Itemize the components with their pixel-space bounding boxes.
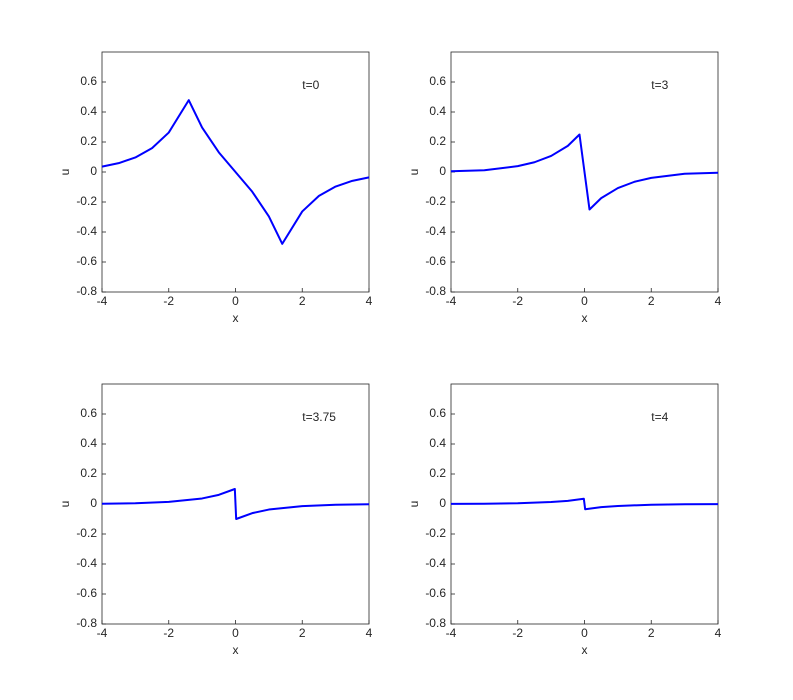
y-tick-label: -0.2 [425, 526, 446, 540]
y-tick-label: 0.6 [80, 74, 97, 88]
x-tick-label: -2 [163, 294, 174, 308]
x-axis-label: x [233, 311, 239, 325]
x-tick-label: -4 [446, 294, 457, 308]
x-tick-label: -2 [512, 626, 523, 640]
x-tick-label: 2 [648, 294, 655, 308]
x-tick-label: 2 [648, 626, 655, 640]
x-tick-label: 4 [715, 626, 722, 640]
x-tick-label: -2 [512, 294, 523, 308]
y-tick-label: 0 [90, 496, 97, 510]
y-tick-label: 0.6 [80, 406, 97, 420]
y-tick-label: 0.6 [429, 74, 446, 88]
y-axis-label: u [58, 501, 72, 508]
x-tick-label: -2 [163, 626, 174, 640]
y-tick-label: -0.8 [425, 284, 446, 298]
x-tick-label: 4 [715, 294, 722, 308]
y-tick-label: 0.4 [429, 104, 446, 118]
data-line [101, 488, 370, 520]
x-tick-label: 0 [581, 626, 588, 640]
x-tick-label: -4 [446, 626, 457, 640]
y-tick-label: -0.2 [425, 194, 446, 208]
y-axis-label: u [407, 501, 421, 508]
x-axis-label: x [233, 643, 239, 657]
y-tick-label: -0.6 [425, 586, 446, 600]
y-tick-label: 0.4 [80, 436, 97, 450]
y-tick-label: -0.2 [76, 526, 97, 540]
y-axis-label: u [58, 169, 72, 176]
data-line [450, 133, 719, 211]
y-tick-label: -0.4 [76, 556, 97, 570]
y-tick-label: 0 [439, 496, 446, 510]
y-tick-label: -0.4 [76, 224, 97, 238]
data-line [101, 99, 370, 245]
x-tick-label: 0 [581, 294, 588, 308]
y-tick-label: -0.4 [425, 224, 446, 238]
y-tick-label: -0.6 [76, 254, 97, 268]
x-tick-label: 4 [366, 626, 373, 640]
y-axis-label: u [407, 169, 421, 176]
x-tick-label: 0 [232, 294, 239, 308]
y-tick-label: -0.8 [76, 284, 97, 298]
x-axis-label: x [582, 643, 588, 657]
y-tick-label: 0.2 [429, 466, 446, 480]
data-line [450, 497, 719, 511]
y-tick-label: 0.2 [429, 134, 446, 148]
annotation: t=3 [651, 78, 668, 92]
annotation: t=0 [302, 78, 319, 92]
annotation: t=3.75 [302, 410, 336, 424]
y-tick-label: 0.6 [429, 406, 446, 420]
y-tick-label: 0.4 [429, 436, 446, 450]
x-tick-label: -4 [97, 626, 108, 640]
y-tick-label: -0.6 [76, 586, 97, 600]
x-tick-label: 4 [366, 294, 373, 308]
y-tick-label: 0 [90, 164, 97, 178]
y-tick-label: 0.4 [80, 104, 97, 118]
y-tick-label: -0.2 [76, 194, 97, 208]
y-tick-label: 0 [439, 164, 446, 178]
y-tick-label: -0.8 [76, 616, 97, 630]
annotation: t=4 [651, 410, 668, 424]
y-tick-label: 0.2 [80, 134, 97, 148]
y-tick-label: -0.6 [425, 254, 446, 268]
x-tick-label: 2 [299, 294, 306, 308]
y-tick-label: -0.8 [425, 616, 446, 630]
x-tick-label: -4 [97, 294, 108, 308]
y-tick-label: -0.4 [425, 556, 446, 570]
y-tick-label: 0.2 [80, 466, 97, 480]
x-tick-label: 2 [299, 626, 306, 640]
x-axis-label: x [582, 311, 588, 325]
x-tick-label: 0 [232, 626, 239, 640]
